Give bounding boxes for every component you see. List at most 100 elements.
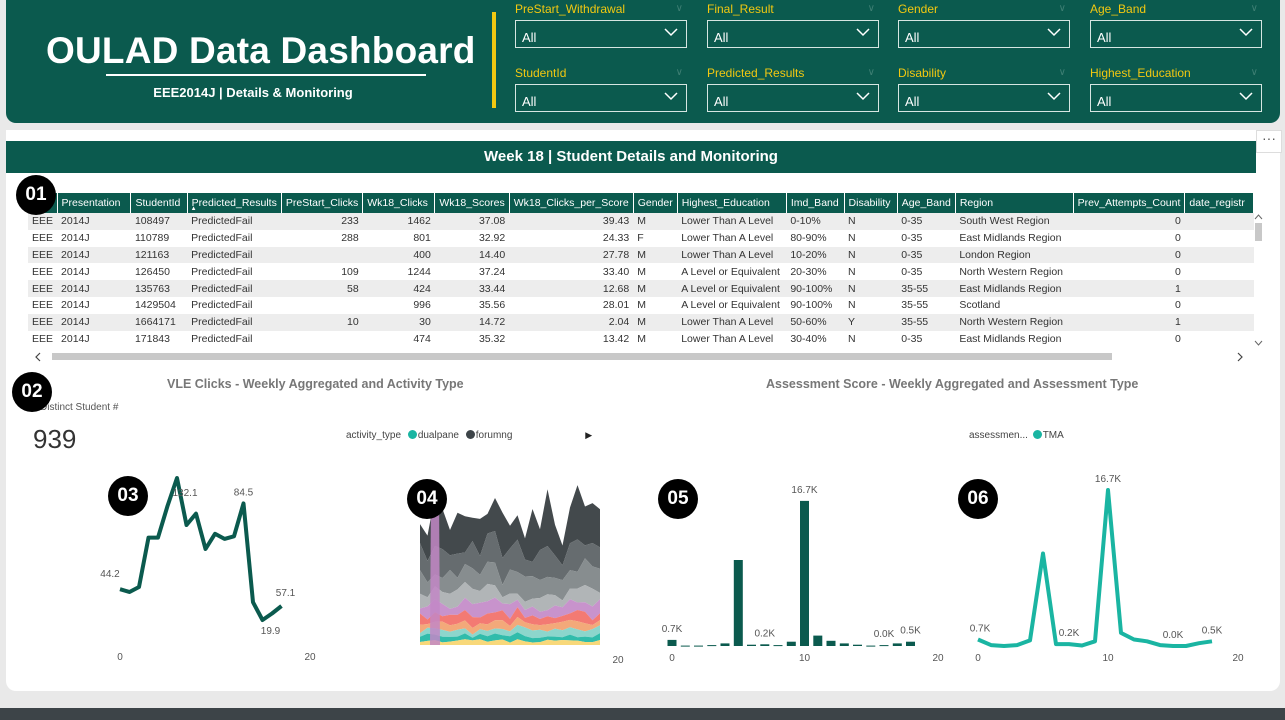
table-vertical-scrollbar[interactable] [1254,213,1263,347]
assessment-bar-chart[interactable]: 0.7K 0.2K 16.7K 0.0K 0.5K 0 20 10 [660,470,945,670]
data-label: 16.7K [791,485,817,496]
table-cell [1185,263,1254,280]
filter-dropdown[interactable]: All [898,20,1070,48]
table-cell: 0 [1175,332,1181,345]
scroll-left-icon[interactable] [34,352,42,362]
table-row[interactable]: EEE 2014J 171843 PredictedFail 474 35.32 13.42… [28,331,1254,348]
table-cell: PredictedFail [187,213,282,230]
table-cell: East Midlands Region [955,280,1074,297]
vle-legend-item[interactable]: forumng [475,430,513,441]
table-row[interactable]: EEE 2014J 126450 PredictedFail 109 1244 37.24 3… [28,263,1254,280]
x-tick-label: 20 [932,653,944,664]
filter-final-result[interactable]: Final_Result ∨ All [707,0,879,48]
column-header[interactable]: Highest_Education [677,193,787,213]
table-cell: PredictedFail [187,313,282,331]
table-cell: EEE [28,213,58,230]
filter-prestart-withdrawal[interactable]: PreStart_Withdrawal ∨ All [515,0,687,48]
column-header[interactable]: Imd_Band [786,193,845,213]
data-label: 0.2K [754,628,775,639]
table-cell: 80-90% [790,232,827,245]
bar [760,644,770,646]
column-header[interactable]: Wk18_Scores [434,193,510,213]
table-cell [1184,246,1254,264]
table-cell: Lower Than A Level [677,313,787,331]
table-row[interactable]: EEE 2014J 121163 PredictedFail 400 14.40 27.78… [28,246,1254,264]
column-header[interactable]: StudentId [130,193,188,213]
scroll-right-icon[interactable] [1236,352,1244,362]
table-cell: 801 [413,232,431,245]
table-row[interactable]: EEE 2014J 1664171 PredictedFail 10 30 14.72 2.0… [28,313,1254,331]
filter-disability[interactable]: Disability ∨ All [898,64,1070,112]
filter-dropdown[interactable]: All [1090,20,1262,48]
column-header[interactable]: Region [955,193,1074,213]
column-header[interactable]: Prev_Attempts_Count [1073,193,1186,213]
table-cell: N [844,213,898,230]
table-horizontal-scrollbar[interactable] [28,350,1254,364]
table-cell: 2014J [57,313,131,331]
assessment-legend-item[interactable]: TMA [1042,430,1064,441]
filter-label: StudentId ∨ [515,66,683,80]
table-cell: 0-35 [901,332,923,345]
column-header[interactable]: date_registr [1184,193,1254,213]
table-cell: 0 [1175,265,1181,278]
bar [680,645,690,647]
horizontal-scroll-thumb[interactable] [52,353,1112,360]
column-header[interactable]: Wk18_Clicks_per_Score [509,193,634,213]
table-cell: 171843 [134,332,170,345]
column-header[interactable]: Age_Band [897,193,956,213]
vle-legend-item[interactable]: dualpane [417,430,459,441]
chevron-down-icon: ∨ [1250,3,1258,14]
column-header[interactable]: Wk18_Clicks [362,193,436,213]
column-header[interactable]: Predicted_Results ▲ [187,193,282,213]
badge-03: 03 [108,476,148,516]
chevron-down-icon: ∨ [675,67,683,78]
table-row[interactable]: EEE 2014J 1429504 PredictedFail 996 35.56 28.0… [28,297,1254,314]
filter-gender[interactable]: Gender ∨ All [898,0,1070,48]
legend-dot-icon [1032,430,1042,439]
filter-dropdown[interactable]: All [707,84,879,112]
table-cell: EEE [32,265,54,278]
table-cell: PredictedFail [191,332,253,345]
column-header[interactable]: PreStart_Clicks [281,193,364,213]
area-series [420,617,600,635]
series-line [119,476,283,622]
table-cell: Lower Than A Level [677,246,787,264]
filter-dropdown[interactable]: All [1090,84,1262,112]
vle-clicks-line-chart[interactable]: 44.2 132.1 84.5 19.9 57.1 0 20 [100,470,320,670]
table-cell: 2.04 [509,313,634,331]
title-underline [106,74,426,76]
badge-05: 05 [658,479,698,519]
column-header[interactable]: Gender [633,193,678,213]
filter-highest-education[interactable]: Highest_Education ∨ All [1090,64,1262,112]
data-label: 16.7K [1095,474,1121,485]
filter-dropdown[interactable]: All [515,20,687,48]
filter-predicted-results[interactable]: Predicted_Results ∨ All [707,64,879,112]
filter-studentid[interactable]: StudentId ∨ All [515,64,687,112]
vle-activity-area-chart[interactable]: 20 [410,485,630,670]
table-cell: 121163 [130,246,188,264]
table-row[interactable]: EEE 2014J 110789 PredictedFail 288 801 32.92 24… [28,230,1254,247]
filter-dropdown[interactable]: All [898,84,1070,112]
table-cell [1184,213,1254,230]
table-cell: 424 [362,280,435,297]
table-cell: 2014J [61,265,90,278]
filter-dropdown[interactable]: All [515,84,687,112]
table-cell: 35.56 [478,299,506,312]
table-row[interactable]: EEE 2014J 135763 PredictedFail 58 424 33.44 12.… [28,280,1254,297]
assessment-line-chart[interactable]: 0.7K 0.2K 16.7K 0.0K 0.5K 0 10 20 [970,470,1250,670]
data-label: 44.2 [100,569,120,580]
table-cell: 288 [341,232,359,245]
chevron-down-icon: ∨ [1058,67,1066,78]
filter-age-band[interactable]: Age_Band ∨ All [1090,0,1262,48]
student-table[interactable]: ulePresentationStudentIdPredicted_Result… [28,193,1254,355]
table-cell: 1462 [362,213,435,230]
column-header[interactable]: Presentation [57,193,132,213]
legend-next-icon[interactable]: ▶ [585,430,593,440]
bar [866,645,876,647]
data-label: 0.5K [900,626,921,637]
table-row[interactable]: EEE 2014J 108497 PredictedFail 233 1462 37.08 3… [28,213,1254,230]
table-cell: 0 [1073,246,1185,264]
more-options-button[interactable]: ··· [1256,130,1282,153]
column-header[interactable]: Disability [844,193,898,213]
filter-dropdown[interactable]: All [707,20,879,48]
